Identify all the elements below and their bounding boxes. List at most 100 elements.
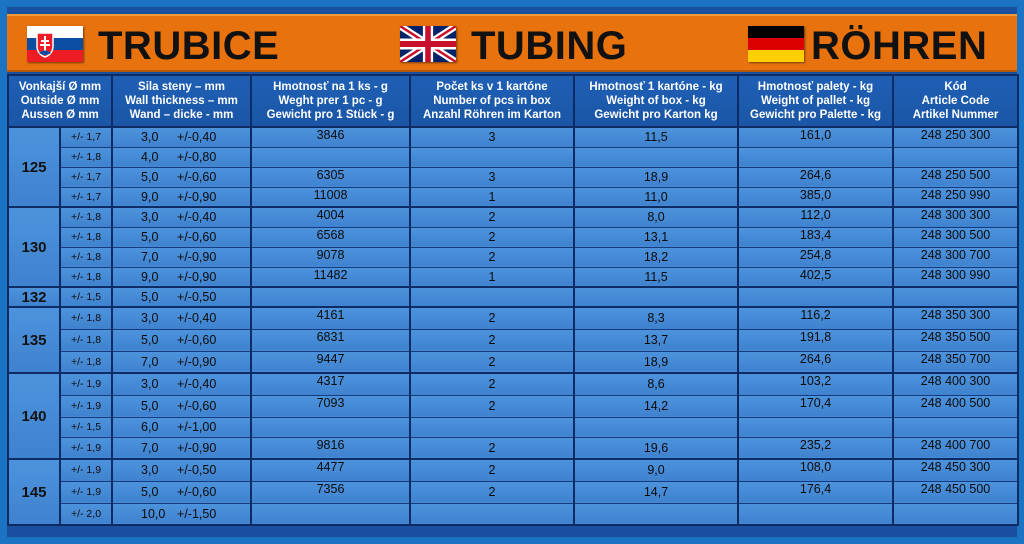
header-text: Hmotnosť palety - kg bbox=[757, 81, 874, 93]
wall-thickness-value: 5,0 bbox=[141, 170, 159, 184]
outside-diameter-cell: 132 bbox=[7, 286, 61, 308]
wall-thickness-tolerance: +/-0,50 bbox=[177, 290, 217, 304]
weight-per-piece-cell bbox=[250, 286, 412, 308]
wall-thickness-tolerance: +/-0,60 bbox=[177, 485, 217, 499]
diameter-tolerance-cell: +/- 1,7 bbox=[58, 126, 114, 148]
wall-thickness-tolerance: +/-1,00 bbox=[177, 420, 217, 434]
pallet-weight-cell bbox=[737, 146, 895, 168]
wall-thickness-value: 5,0 bbox=[141, 290, 159, 304]
wall-thickness-cell: 5,0 +/-0,60 bbox=[111, 226, 253, 248]
pieces-per-box-cell: 1 bbox=[409, 186, 576, 208]
pieces-per-box-cell: 3 bbox=[409, 166, 576, 188]
diameter-tolerance-cell: +/- 1,7 bbox=[58, 186, 114, 208]
pallet-weight-cell: 112,0 bbox=[737, 206, 895, 228]
article-code-cell bbox=[892, 502, 1020, 526]
header-text: Outside Ø mm bbox=[20, 95, 100, 107]
article-code-cell bbox=[892, 286, 1020, 308]
box-weight-cell: 8,6 bbox=[573, 372, 740, 396]
wall-thickness-cell: 7,0 +/-0,90 bbox=[111, 246, 253, 268]
pieces-per-box-cell: 2 bbox=[409, 394, 576, 418]
header-text: Weight of pallet - kg bbox=[760, 95, 871, 107]
wall-thickness-tolerance: +/-0,60 bbox=[177, 230, 217, 244]
diameter-tolerance-cell: +/- 1,9 bbox=[58, 436, 114, 460]
pieces-per-box-cell: 2 bbox=[409, 436, 576, 460]
header-text: Sila steny – mm bbox=[138, 81, 225, 93]
wall-thickness-cell: 10,0 +/-1,50 bbox=[111, 502, 253, 526]
header-box-weight: Hmotnosť 1 kartóne - kg Weight of box - … bbox=[573, 74, 740, 128]
germany-flag-icon bbox=[748, 26, 804, 62]
wall-thickness-tolerance: +/-0,60 bbox=[177, 170, 217, 184]
pallet-weight-cell bbox=[737, 416, 895, 438]
pallet-weight-cell: 385,0 bbox=[737, 186, 895, 208]
header-article-code: Kód Article Code Artikel Nummer bbox=[892, 74, 1020, 128]
weight-per-piece-cell: 6831 bbox=[250, 328, 412, 352]
pieces-per-box-cell: 2 bbox=[409, 480, 576, 504]
wall-thickness-cell: 7,0 +/-0,90 bbox=[111, 350, 253, 374]
diameter-tolerance-cell: +/- 1,9 bbox=[58, 372, 114, 396]
box-weight-cell: 13,1 bbox=[573, 226, 740, 248]
header-wall-thickness: Sila steny – mm Wall thickness – mm Wand… bbox=[111, 74, 253, 128]
wall-thickness-tolerance: +/-0,40 bbox=[177, 311, 217, 326]
header-text: Wand – dicke - mm bbox=[129, 109, 234, 121]
pallet-weight-cell: 264,6 bbox=[737, 166, 895, 188]
header-text: Aussen Ø mm bbox=[21, 109, 99, 121]
weight-per-piece-cell: 4004 bbox=[250, 206, 412, 228]
pallet-weight-cell: 103,2 bbox=[737, 372, 895, 396]
wall-thickness-tolerance: +/-1,50 bbox=[177, 506, 217, 521]
table-row: +/- 1,7 9,0 +/-0,90 11008 1 11,0 385,0 248 250 … bbox=[8, 186, 1020, 208]
header-weight-per-piece: Hmotnosť na 1 ks - g Weght prer 1 pc - g… bbox=[250, 74, 412, 128]
article-code-cell bbox=[892, 146, 1020, 168]
diameter-tolerance-cell: +/- 2,0 bbox=[58, 502, 114, 526]
weight-per-piece-cell: 3846 bbox=[250, 126, 412, 148]
box-weight-cell: 11,5 bbox=[573, 266, 740, 288]
article-code-cell: 248 300 300 bbox=[892, 206, 1020, 228]
outside-diameter-cell: 135 bbox=[7, 306, 61, 374]
pallet-weight-cell: 116,2 bbox=[737, 306, 895, 330]
box-weight-cell: 11,0 bbox=[573, 186, 740, 208]
article-code-cell: 248 350 700 bbox=[892, 350, 1020, 374]
wall-thickness-value: 4,0 bbox=[141, 150, 159, 164]
weight-per-piece-cell: 4477 bbox=[250, 458, 412, 482]
table-row: 140 +/- 1,9 3,0 +/-0,40 4317 2 8,6 103,2 248 400… bbox=[7, 372, 1020, 460]
title-slovak: TRUBICE bbox=[98, 24, 280, 68]
header-outside-diameter: Vonkajší Ø mm Outside Ø mm Aussen Ø mm bbox=[6, 74, 114, 128]
article-code-cell: 248 400 300 bbox=[892, 372, 1020, 396]
table-row: +/- 1,8 9,0 +/-0,90 11482 1 11,5 402,5 248 300 … bbox=[8, 266, 1020, 288]
box-weight-cell: 13,7 bbox=[573, 328, 740, 352]
wall-thickness-value: 3,0 bbox=[141, 311, 159, 326]
pieces-per-box-cell: 2 bbox=[409, 372, 576, 396]
wall-thickness-cell: 5,0 +/-0,60 bbox=[111, 328, 253, 352]
table-row: 145 +/- 1,9 3,0 +/-0,50 4477 2 9,0 108,0 248 450… bbox=[7, 458, 1020, 526]
table-row: +/- 1,9 5,0 +/-0,60 7356 2 14,7 176,4 248 450 5… bbox=[8, 480, 1020, 504]
diameter-tolerance-cell: +/- 1,8 bbox=[58, 246, 114, 268]
box-weight-cell: 19,6 bbox=[573, 436, 740, 460]
article-code-cell: 248 300 990 bbox=[892, 266, 1020, 288]
header-pieces-per-box: Počet ks v 1 kartóne Number of pcs in bo… bbox=[409, 74, 576, 128]
wall-thickness-tolerance: +/-0,60 bbox=[177, 399, 217, 413]
slovakia-flag-icon bbox=[27, 26, 83, 62]
article-code-cell: 248 350 300 bbox=[892, 306, 1020, 330]
wall-thickness-cell: 9,0 +/-0,90 bbox=[111, 266, 253, 288]
pallet-weight-cell: 254,8 bbox=[737, 246, 895, 268]
header-pallet-weight: Hmotnosť palety - kg Weight of pallet - … bbox=[737, 74, 895, 128]
diameter-tolerance-cell: +/- 1,9 bbox=[58, 458, 114, 482]
box-weight-cell: 8,3 bbox=[573, 306, 740, 330]
header-text: Gewicht pro Palette - kg bbox=[750, 109, 882, 121]
header-text: Gewicht pro 1 Stück - g bbox=[266, 109, 395, 121]
wall-thickness-value: 7,0 bbox=[141, 440, 159, 455]
article-code-cell: 248 400 500 bbox=[892, 394, 1020, 418]
wall-thickness-tolerance: +/-0,80 bbox=[177, 150, 217, 164]
table-row: +/- 1,8 7,0 +/-0,90 9078 2 18,2 254,8 248 300 7… bbox=[8, 246, 1020, 268]
pallet-weight-cell bbox=[737, 286, 895, 308]
wall-thickness-value: 10,0 bbox=[141, 506, 166, 521]
uk-flag-icon bbox=[400, 26, 456, 62]
pieces-per-box-cell: 2 bbox=[409, 350, 576, 374]
weight-per-piece-cell: 4161 bbox=[250, 306, 412, 330]
diameter-tolerance-cell: +/- 1,7 bbox=[58, 166, 114, 188]
table-row: 125 +/- 1,7 3,0 +/-0,40 3846 3 11,5 161,0 248 25… bbox=[7, 126, 1020, 208]
pallet-weight-cell: 170,4 bbox=[737, 394, 895, 418]
wall-thickness-value: 3,0 bbox=[141, 210, 159, 225]
diameter-tolerance-cell: +/- 1,8 bbox=[58, 350, 114, 374]
wall-thickness-value: 6,0 bbox=[141, 420, 159, 434]
diameter-tolerance-cell: +/- 1,8 bbox=[58, 206, 114, 228]
